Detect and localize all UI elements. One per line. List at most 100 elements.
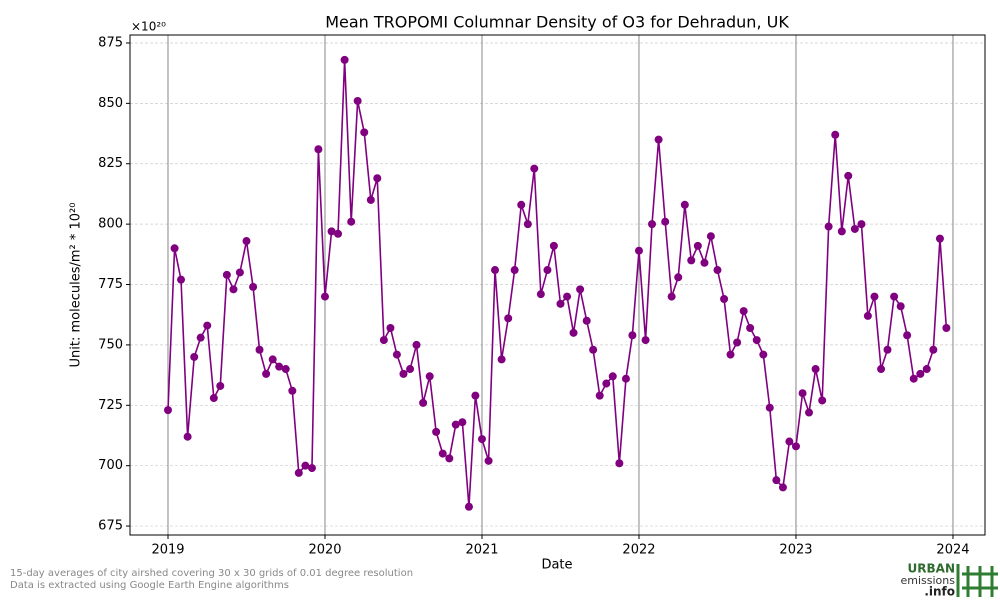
x-axis-label: Date	[541, 558, 572, 573]
data-point	[464, 502, 473, 511]
data-point	[419, 398, 428, 407]
logo-text: emissions	[901, 574, 956, 587]
data-point	[556, 299, 565, 308]
y-tick-label: 775	[98, 277, 123, 292]
data-point	[759, 350, 768, 359]
plot-frame	[129, 34, 986, 536]
data-point	[811, 365, 820, 374]
data-point	[621, 374, 630, 383]
data-point	[602, 379, 611, 388]
y-tick-label: 750	[98, 337, 123, 352]
y-axis-label: Unit: molecules/m² * 10²⁰	[69, 203, 84, 368]
data-point	[510, 266, 519, 275]
data-point	[327, 227, 336, 236]
data-point	[275, 362, 284, 371]
logo-text: URBAN	[908, 562, 955, 576]
data-point	[791, 442, 800, 451]
data-point	[177, 275, 186, 284]
data-point	[517, 200, 526, 209]
data-point	[576, 285, 585, 294]
data-point	[700, 258, 709, 267]
data-point	[497, 355, 506, 364]
data-point	[857, 220, 866, 229]
series-line	[167, 59, 948, 507]
data-point	[543, 266, 552, 275]
data-point	[654, 135, 663, 144]
data-point	[268, 355, 277, 364]
data-point	[909, 374, 918, 383]
data-point	[778, 483, 787, 492]
x-tick-label: 2022	[622, 543, 655, 558]
data-point	[706, 232, 715, 241]
data-point	[896, 302, 905, 311]
x-tick-label: 2020	[308, 543, 341, 558]
data-point	[163, 406, 172, 415]
data-point	[693, 241, 702, 250]
data-point	[536, 290, 545, 299]
data-point	[890, 292, 899, 301]
data-point	[340, 55, 349, 64]
data-point	[916, 369, 925, 378]
y-tick-label: 800	[98, 217, 123, 232]
data-point	[373, 174, 382, 183]
data-point	[412, 340, 421, 349]
data-point	[307, 464, 316, 473]
data-point	[863, 311, 872, 320]
data-point	[589, 345, 598, 354]
data-point	[471, 391, 480, 400]
data-point	[641, 336, 650, 345]
data-point	[850, 224, 859, 233]
data-point	[687, 256, 696, 265]
data-point	[366, 195, 375, 204]
data-point	[563, 292, 572, 301]
data-point	[301, 461, 310, 470]
data-point	[824, 222, 833, 231]
data-point	[334, 229, 343, 238]
data-point	[805, 408, 814, 417]
data-point	[903, 331, 912, 340]
data-point	[209, 394, 218, 403]
data-point	[837, 227, 846, 236]
data-point	[595, 391, 604, 400]
data-point	[438, 449, 447, 458]
offset-label: ×10²⁰	[131, 20, 166, 34]
data-point	[569, 328, 578, 337]
data-point	[739, 307, 748, 316]
data-point	[294, 468, 303, 477]
footnote: Data is extracted using Google Earth Eng…	[10, 580, 289, 591]
data-point	[582, 316, 591, 325]
chart-title: Mean TROPOMI Columnar Density of O3 for …	[325, 13, 789, 32]
data-point	[392, 350, 401, 359]
data-point	[785, 437, 794, 446]
data-point	[432, 427, 441, 436]
data-point	[196, 333, 205, 342]
data-point	[406, 365, 415, 374]
data-point	[608, 372, 617, 381]
data-point	[425, 372, 434, 381]
data-point	[720, 295, 729, 304]
data-point	[281, 365, 290, 374]
data-point	[203, 321, 212, 330]
y-tick-label: 850	[98, 96, 123, 111]
data-point	[222, 270, 231, 279]
data-point	[530, 164, 539, 173]
y-tick-label: 700	[98, 458, 123, 473]
data-point	[713, 266, 722, 275]
data-point	[360, 128, 369, 137]
data-point	[379, 336, 388, 345]
data-point	[491, 266, 500, 275]
data-point	[648, 220, 657, 229]
data-point	[347, 217, 356, 226]
data-point	[484, 456, 493, 465]
y-tick-label: 875	[98, 35, 123, 50]
data-point	[458, 418, 467, 427]
data-point	[549, 241, 558, 250]
y-tick-label: 825	[98, 156, 123, 171]
footnote: 15-day averages of city airshed covering…	[10, 568, 413, 579]
data-point	[615, 459, 624, 468]
data-point	[249, 282, 258, 291]
data-point	[922, 365, 931, 374]
data-point	[523, 220, 532, 229]
